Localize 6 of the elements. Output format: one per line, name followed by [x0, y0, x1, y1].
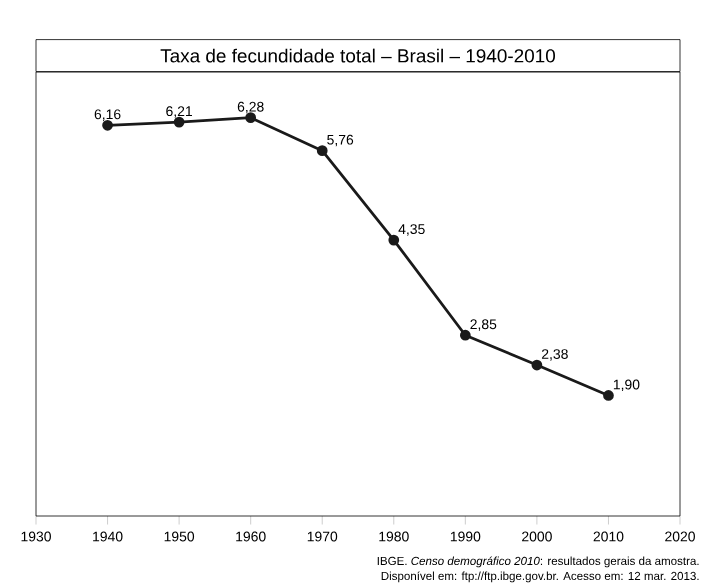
point	[316, 145, 328, 157]
point	[388, 234, 400, 246]
point	[531, 359, 543, 371]
point	[603, 390, 614, 401]
chart-title: Taxa de fecundidade total – Brasil – 1940-2010	[160, 48, 556, 63]
point	[459, 329, 471, 341]
